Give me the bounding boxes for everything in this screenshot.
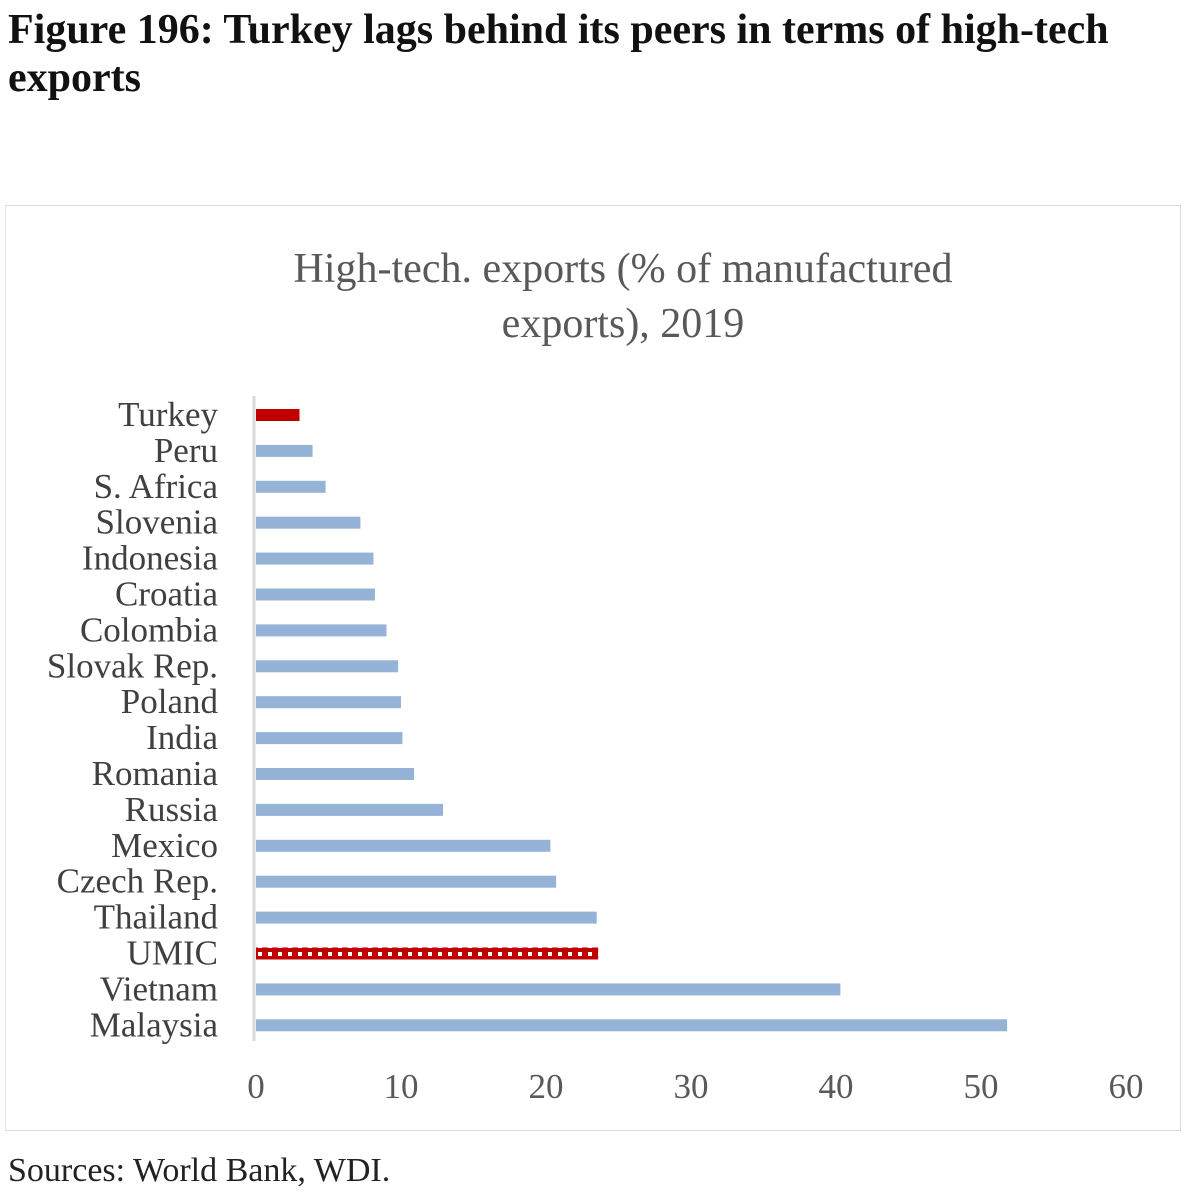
bar-colombia <box>256 624 387 637</box>
category-label: Mexico <box>111 826 218 865</box>
category-label: Slovak Rep. <box>47 646 218 685</box>
x-tick-label: 30 <box>674 1067 709 1106</box>
chart-title-line-2: exports), 2019 <box>502 301 745 347</box>
category-label: Indonesia <box>82 539 219 578</box>
x-tick-label: 10 <box>384 1067 419 1106</box>
x-tick-label: 20 <box>529 1067 564 1106</box>
category-label: Czech Rep. <box>57 862 218 901</box>
bar-slovenia <box>256 516 361 529</box>
bar-peru <box>256 444 313 457</box>
bar-poland <box>256 696 401 709</box>
bar-malaysia <box>256 1019 1008 1032</box>
category-label: Malaysia <box>90 1005 219 1044</box>
category-label: Romania <box>92 754 219 793</box>
bar-s-africa <box>256 480 326 493</box>
category-label: Russia <box>125 790 219 829</box>
bar-croatia <box>256 588 375 601</box>
category-label: Vietnam <box>100 969 218 1008</box>
category-label: Croatia <box>115 575 218 614</box>
bar-czech-rep <box>256 875 557 888</box>
bar-india <box>256 732 403 745</box>
category-label: UMIC <box>127 934 218 973</box>
bar-romania <box>256 768 415 780</box>
figure-title: Figure 196: Turkey lags behind its peers… <box>8 7 1109 101</box>
category-label: Poland <box>121 682 219 721</box>
category-label: Colombia <box>80 610 219 649</box>
bar-umic <box>256 947 599 960</box>
bar-turkey <box>256 409 300 421</box>
bar-mexico <box>256 839 551 852</box>
x-tick-label: 60 <box>1109 1067 1144 1106</box>
bar-indonesia <box>256 552 374 565</box>
category-label: S. Africa <box>94 467 219 506</box>
category-label: Peru <box>154 431 218 470</box>
bar-chart: High-tech. exports (% of manufactured ex… <box>47 246 1144 1106</box>
source-note: Sources: World Bank, WDI. <box>8 1152 391 1189</box>
x-tick-label: 40 <box>819 1067 854 1106</box>
x-tick-label: 50 <box>964 1067 999 1106</box>
category-label: India <box>146 718 218 757</box>
bar-slovak-rep <box>256 660 399 673</box>
bar-vietnam <box>256 983 841 996</box>
chart-title-line-1: High-tech. exports (% of manufactured <box>294 246 953 292</box>
bar-thailand <box>256 911 597 924</box>
category-label: Slovenia <box>96 503 219 542</box>
category-label: Turkey <box>118 395 218 434</box>
category-label: Thailand <box>94 898 219 937</box>
bar-russia <box>256 803 444 816</box>
x-tick-label: 0 <box>247 1067 265 1106</box>
chart-container: High-tech. exports (% of manufactured ex… <box>5 205 1181 1131</box>
